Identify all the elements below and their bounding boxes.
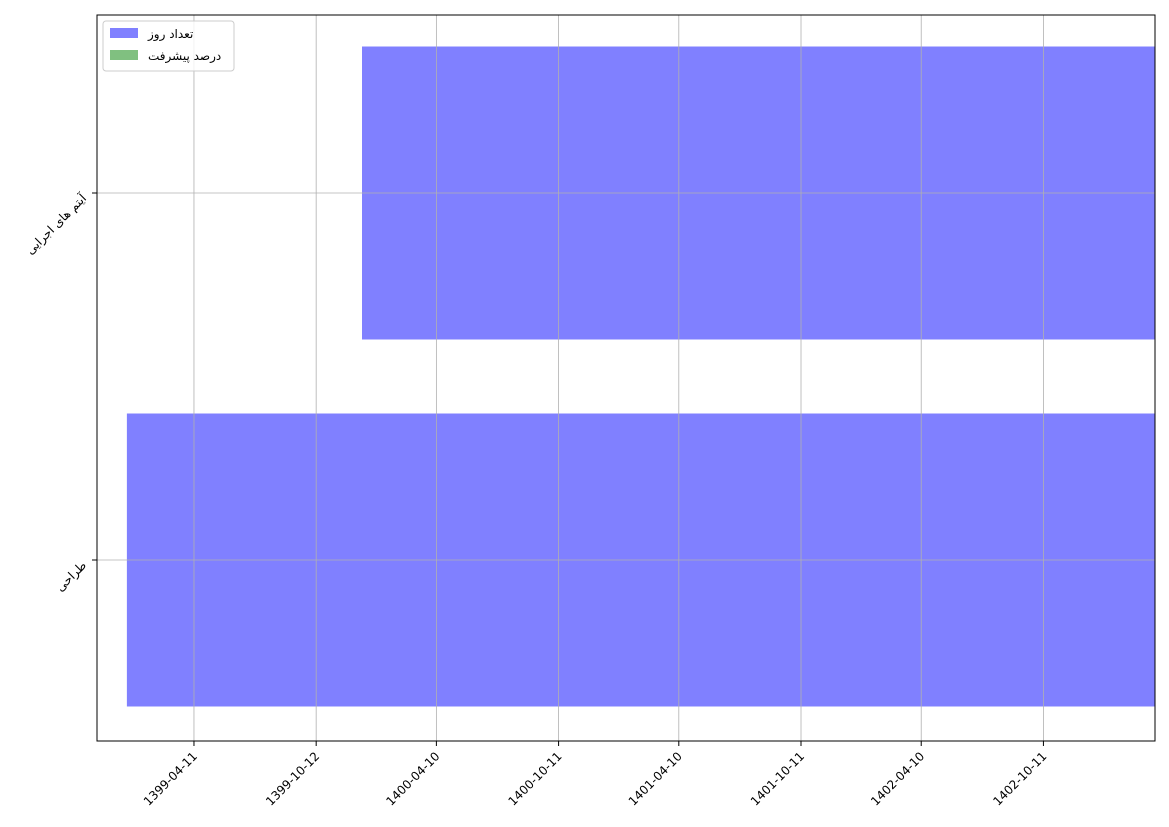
plot-frame: [96, 14, 1156, 742]
x-tick-label: 1402-10-11: [990, 749, 1049, 808]
x-tick-label: 1400-04-10: [383, 749, 442, 808]
legend: تعداد روز درصد پیشرفت: [102, 20, 235, 72]
x-tick-label: 1399-10-12: [263, 749, 322, 808]
legend-swatch-progress: [110, 50, 138, 60]
y-tick-label: طراحی: [53, 558, 90, 595]
x-tick-label: 1400-10-11: [505, 749, 564, 808]
legend-label-progress: درصد پیشرفت: [148, 49, 221, 64]
y-tick-label: آیتم های اجرایی: [22, 190, 90, 258]
legend-label-days: تعداد روز: [147, 27, 193, 42]
x-tick-label: 1402-04-10: [868, 749, 927, 808]
grid-layer: [97, 15, 1155, 741]
x-tick-label: 1401-10-11: [748, 749, 807, 808]
legend-swatch-days: [110, 28, 138, 38]
bars-layer: [126, 46, 1156, 707]
x-tick-label: 1401-04-10: [626, 749, 685, 808]
x-tick-label: 1399-04-11: [141, 749, 200, 808]
